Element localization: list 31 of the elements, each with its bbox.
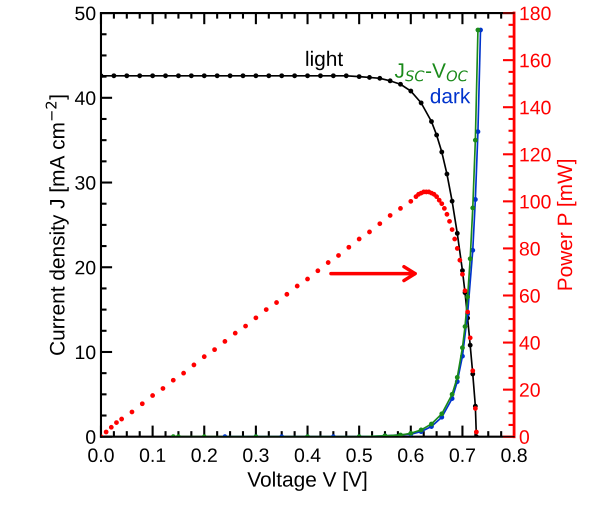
y-tick-label: 0 xyxy=(86,430,96,444)
y2-tick-label: 80 xyxy=(520,242,540,256)
y-tick-label: 40 xyxy=(74,91,96,106)
y-tick-label: 30 xyxy=(75,176,96,190)
x-tick-label: 0.2 xyxy=(192,448,217,462)
y2-tick-label: 20 xyxy=(520,383,540,397)
y2-tick-label: 160 xyxy=(520,54,551,68)
y2-tick-label: 40 xyxy=(519,336,540,350)
y-tick-label: 50 xyxy=(75,6,96,20)
x-tick-label: 0.4 xyxy=(294,448,320,462)
y2-tick-label: 100 xyxy=(520,194,551,209)
x-axis-title: Voltage V [V] xyxy=(247,472,366,491)
y-axis-title: Current density J [mA cm$^{−2}$] xyxy=(46,96,69,355)
x-tick-label: 0.1 xyxy=(140,448,166,462)
y-tick-label: 20 xyxy=(75,260,96,274)
y2-tick-label: 120 xyxy=(520,148,551,162)
series-label: J$_{SC}$-V$_{OC}$ xyxy=(394,63,468,82)
x-tick-label: 0.0 xyxy=(88,448,114,462)
y2-tick-label: 180 xyxy=(520,6,551,20)
y2-tick-label: 140 xyxy=(520,100,551,114)
y2-tick-label: 0 xyxy=(520,430,529,444)
series-label: light xyxy=(306,50,344,70)
series-label: dark xyxy=(430,88,470,104)
x-tick-label: 0.6 xyxy=(398,448,424,462)
x-tick-label: 0.8 xyxy=(501,448,527,462)
x-tick-label: 0.5 xyxy=(346,448,372,462)
y-tick-label: 10 xyxy=(76,345,96,360)
x-tick-label: 0.3 xyxy=(243,448,269,462)
y2-tick-label: 60 xyxy=(520,288,540,303)
y2-axis-title: Power P [mW] xyxy=(556,160,576,290)
x-tick-label: 0.7 xyxy=(450,448,475,462)
